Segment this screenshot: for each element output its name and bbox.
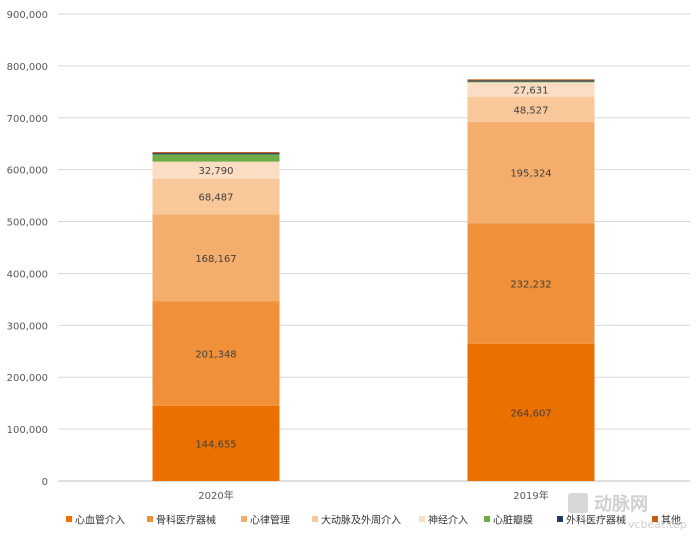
legend-swatch bbox=[241, 516, 247, 522]
x-tick-label: 2019年 bbox=[513, 489, 548, 502]
y-axis-ticks: 0 100,000 200,000 300,000 400,000 500,000 600,… bbox=[7, 10, 48, 488]
x-axis-ticks: 2020年 2019年 bbox=[198, 489, 548, 502]
y-tick-label: 0 bbox=[42, 477, 48, 488]
bar-segment bbox=[152, 153, 280, 155]
bar-segment bbox=[467, 343, 595, 481]
bar-segment bbox=[152, 178, 280, 215]
legend: 心血管介入 骨科医疗器械 心律管理 大动脉及外周介入 神经介入 心脏瓣膜 外科医疗器械 其他 bbox=[66, 514, 681, 527]
legend-label: 神经介入 bbox=[428, 514, 468, 527]
data-label: 68,487 bbox=[199, 192, 234, 203]
legend-label: 其他 bbox=[661, 514, 681, 527]
y-tick-label: 100,000 bbox=[7, 425, 48, 436]
y-tick-label: 700,000 bbox=[7, 114, 48, 125]
watermark: 动脉网 vcbeat.top bbox=[568, 493, 687, 531]
bar-segment bbox=[467, 79, 595, 81]
legend-swatch bbox=[484, 516, 490, 522]
data-label: 27,631 bbox=[514, 85, 549, 96]
bar-segment bbox=[152, 152, 280, 154]
data-label: 168,167 bbox=[195, 254, 236, 265]
y-tick-label: 600,000 bbox=[7, 166, 48, 177]
y-tick-label: 200,000 bbox=[7, 373, 48, 384]
bar-segment bbox=[467, 223, 595, 344]
legend-label: 骨科医疗器械 bbox=[156, 514, 216, 527]
data-label: 232,232 bbox=[510, 279, 551, 290]
data-label: 48,527 bbox=[514, 105, 549, 116]
legend-swatch bbox=[66, 516, 72, 522]
legend-label: 心血管介入 bbox=[75, 514, 125, 527]
x-tick-label: 2020年 bbox=[198, 489, 233, 502]
watermark-logo-text: 动脉网 bbox=[594, 493, 648, 515]
data-label: 264,607 bbox=[510, 408, 551, 419]
y-tick-label: 400,000 bbox=[7, 269, 48, 280]
bar-segment bbox=[467, 121, 595, 224]
bar-segment bbox=[467, 80, 595, 82]
bars: 144,655 201,348 168,167 68,487 32,790 264,607… bbox=[152, 79, 595, 481]
y-tick-label: 300,000 bbox=[7, 321, 48, 332]
legend-label: 心脏瓣膜 bbox=[493, 514, 533, 527]
legend-swatch bbox=[312, 516, 318, 522]
bar-segment bbox=[152, 405, 280, 481]
legend-swatch bbox=[557, 516, 563, 522]
legend-label: 心律管理 bbox=[250, 514, 290, 527]
bar-segment bbox=[152, 214, 280, 302]
bar-segment bbox=[467, 96, 595, 122]
bar-segment bbox=[467, 82, 595, 97]
bar-segment bbox=[467, 81, 595, 83]
watermark-logo-icon bbox=[568, 493, 588, 513]
bar-segment bbox=[152, 154, 280, 162]
legend-swatch bbox=[419, 516, 425, 522]
legend-swatch bbox=[652, 516, 658, 522]
y-tick-label: 800,000 bbox=[7, 62, 48, 73]
data-label: 144,655 bbox=[195, 439, 236, 450]
data-label: 195,324 bbox=[510, 169, 551, 180]
bar-segment bbox=[152, 161, 280, 179]
legend-label: 大动脉及外周介入 bbox=[321, 514, 401, 527]
legend-label: 外科医疗器械 bbox=[566, 514, 626, 527]
bar-segment bbox=[152, 301, 280, 406]
legend-swatch bbox=[147, 516, 153, 522]
data-label: 32,790 bbox=[199, 166, 234, 177]
y-tick-label: 900,000 bbox=[7, 10, 48, 21]
data-label: 201,348 bbox=[195, 350, 236, 361]
y-tick-label: 500,000 bbox=[7, 218, 48, 229]
watermark-url: vcbeat.top bbox=[628, 518, 687, 531]
